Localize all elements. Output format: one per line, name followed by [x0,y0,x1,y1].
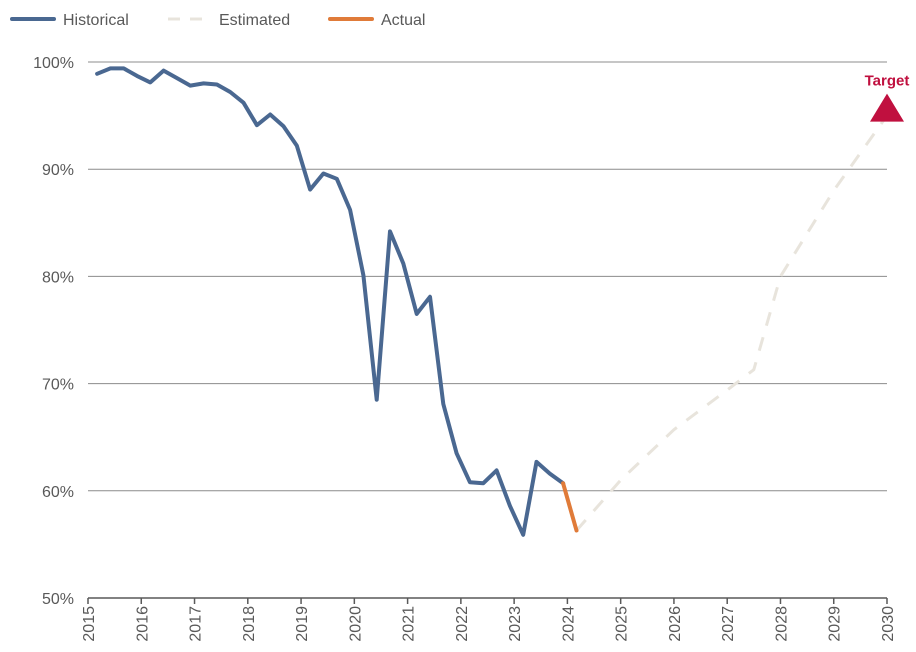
x-tick-label: 2027 [720,606,737,642]
y-tick-label: 70% [42,377,74,394]
y-tick-label: 100% [33,55,74,72]
legend-label-historical: Historical [63,12,129,29]
axes [87,597,888,604]
x-tick-label: 2024 [560,606,577,642]
y-tick-label: 90% [42,162,74,179]
legend: Historical Estimated Actual [10,12,425,29]
target-marker [870,93,904,122]
series-historical [95,66,566,537]
x-tick-label: 2016 [134,606,151,642]
y-tick-labels: 50% 60% 70% 80% 90% 100% [33,55,74,608]
annotations: Target [865,73,910,122]
x-tick-label: 2020 [347,606,364,642]
series-lines [95,66,889,537]
x-tick-label: 2029 [827,606,844,642]
x-tick-label: 2023 [507,606,524,642]
x-tick-label: 2025 [614,606,631,642]
y-tick-label: 80% [42,269,74,286]
x-tick-label: 2030 [880,606,897,642]
y-tick-label: 60% [42,484,74,501]
target-label: Target [865,73,910,90]
legend-label-actual: Actual [381,12,425,29]
x-tick-label: 2022 [454,606,471,642]
y-tick-label: 50% [42,591,74,608]
legend-label-estimated: Estimated [219,12,290,29]
x-tick-label: 2017 [188,606,205,642]
x-tick-label: 2021 [401,606,418,642]
series-estimated [575,114,889,532]
x-tick-labels: 2015 2016 2017 2018 2019 2020 2021 2022 2023 2024… [81,606,897,642]
x-tick-label: 2026 [667,606,684,642]
x-tick-label: 2028 [773,606,790,642]
x-tick-label: 2015 [81,606,98,642]
x-tick-label: 2018 [241,606,258,642]
x-tick-label: 2019 [294,606,311,642]
grid-lines [88,61,887,492]
series-actual [561,481,579,533]
